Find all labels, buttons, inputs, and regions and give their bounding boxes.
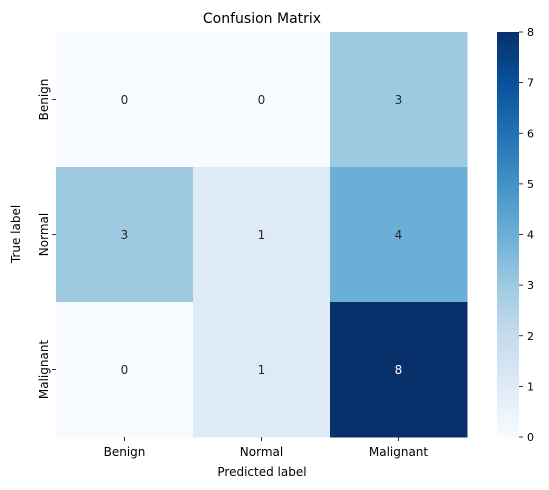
colorbar-tick-label: 1 <box>527 380 534 393</box>
heatmap-cell <box>193 32 331 168</box>
cell-value-label: 0 <box>121 93 129 107</box>
colorbar-tick-label: 4 <box>527 229 534 242</box>
heatmap-cell <box>56 167 194 303</box>
cell-value-label: 0 <box>258 93 266 107</box>
heatmap-cell <box>330 167 468 303</box>
x-axis-label: Predicted label <box>217 465 306 479</box>
x-axis-ticks: Benign Normal Malignant <box>104 437 429 459</box>
cell-value-label: 1 <box>258 228 266 242</box>
y-axis-label: True label <box>9 205 23 264</box>
x-tick-label: Benign <box>104 445 146 459</box>
heatmap-cell <box>330 32 468 168</box>
heatmap-cell-labels: 0 0 3 3 1 4 0 1 8 <box>121 93 403 377</box>
chart-title: Confusion Matrix <box>203 11 321 27</box>
cell-value-label: 4 <box>395 228 403 242</box>
colorbar <box>497 32 519 437</box>
y-tick-label: Benign <box>37 79 51 121</box>
colorbar-ticks: 0 1 2 3 4 5 6 7 8 <box>519 26 534 444</box>
y-axis-ticks: Benign Normal Malignant <box>37 79 56 400</box>
colorbar-tick-label: 8 <box>527 26 534 39</box>
heatmap-cell <box>56 32 194 168</box>
colorbar-tick-label: 2 <box>527 330 534 343</box>
heatmap-cell <box>56 302 194 438</box>
cell-value-label: 0 <box>121 363 129 377</box>
cell-value-label: 3 <box>395 93 403 107</box>
colorbar-tick-label: 7 <box>527 77 534 90</box>
colorbar-tick-label: 6 <box>527 127 534 140</box>
cell-value-label: 1 <box>258 363 266 377</box>
y-tick-label: Normal <box>37 213 51 256</box>
cell-value-label: 8 <box>395 363 403 377</box>
heatmap-cell <box>330 302 468 438</box>
colorbar-tick-label: 0 <box>527 431 534 444</box>
x-tick-label: Malignant <box>369 445 429 459</box>
x-tick-label: Normal <box>240 445 283 459</box>
colorbar-tick-label: 5 <box>527 178 534 191</box>
y-tick-label: Malignant <box>37 340 51 400</box>
heatmap-cells <box>56 32 468 438</box>
heatmap-cell <box>193 302 331 438</box>
cell-value-label: 3 <box>121 228 129 242</box>
colorbar-tick-label: 3 <box>527 279 534 292</box>
heatmap-cell <box>193 167 331 303</box>
